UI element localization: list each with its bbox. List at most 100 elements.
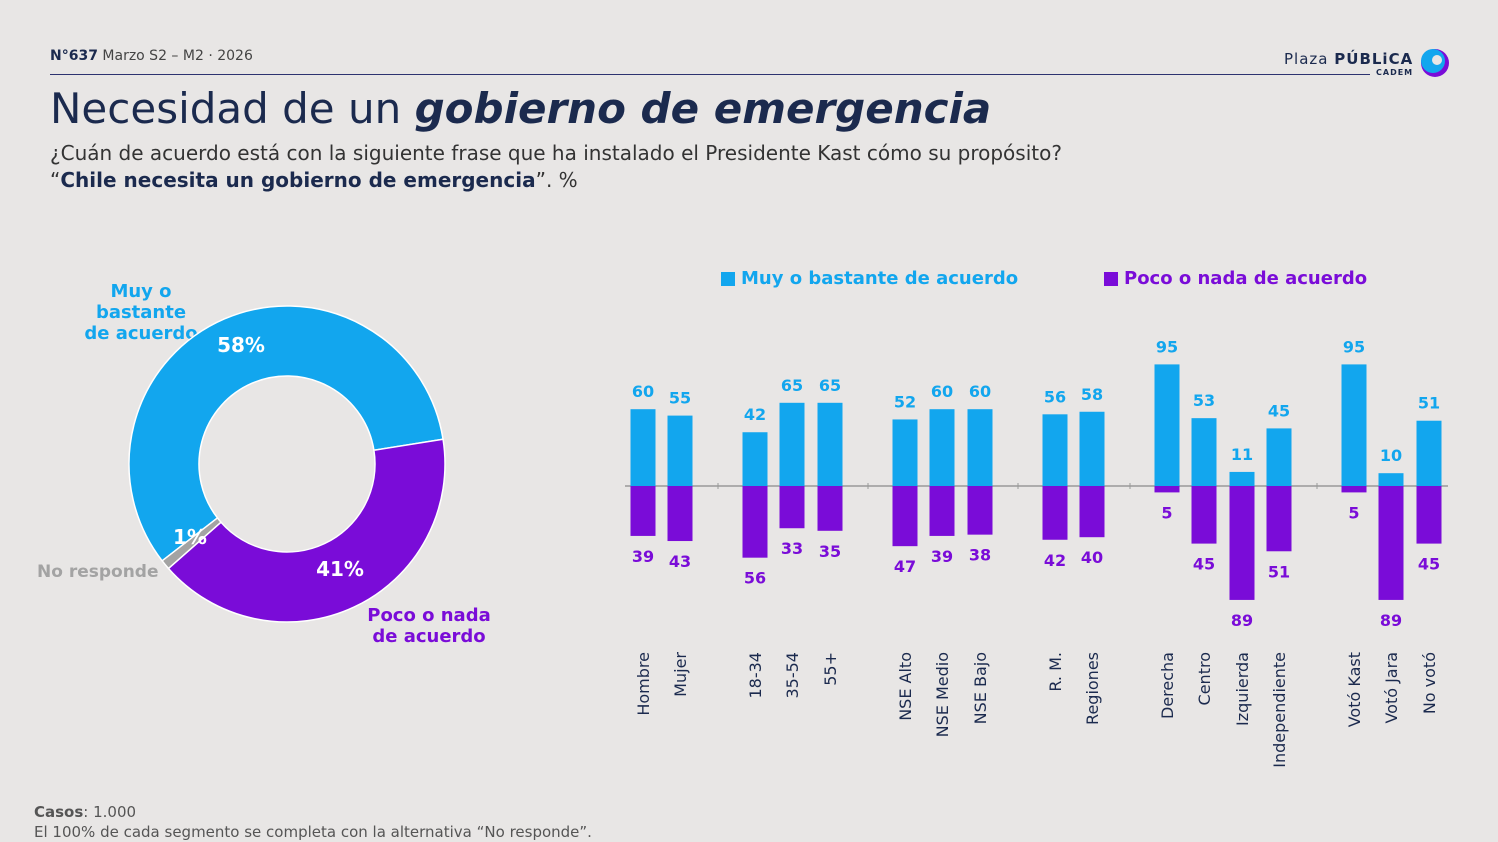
logo-sub: CADEM (1376, 68, 1414, 77)
bar-agree (1042, 414, 1068, 486)
donut-label-disagree: Poco o nada de acuerdo (362, 605, 496, 647)
value-label-disagree: 51 (1268, 562, 1290, 581)
bar-disagree (667, 486, 693, 542)
legend-swatch-disagree (1104, 271, 1118, 286)
value-label-agree: 51 (1418, 394, 1440, 413)
bar-disagree (1341, 486, 1367, 493)
category-label: 35-54 (783, 652, 802, 699)
value-label-disagree: 39 (931, 547, 953, 566)
bar-agree (742, 432, 768, 486)
value-label-disagree: 40 (1081, 548, 1103, 567)
value-label-agree: 10 (1380, 446, 1402, 465)
value-label-agree: 42 (744, 405, 766, 424)
bar-agree (1154, 364, 1180, 486)
value-label-disagree: 45 (1418, 555, 1440, 574)
category-label: 55+ (821, 652, 840, 686)
bar-disagree (1266, 486, 1292, 552)
category-label: R. M. (1046, 652, 1065, 692)
logo-icon (1421, 49, 1449, 77)
value-label-agree: 45 (1268, 401, 1290, 420)
legend-disagree: Poco o nada de acuerdo (1104, 268, 1367, 289)
bar-disagree (1042, 486, 1068, 540)
bar-agree (1416, 420, 1442, 486)
donut-chart: 58% 41% 1% (128, 305, 446, 623)
value-label-disagree: 39 (632, 547, 654, 566)
title-emphasis: gobierno de emergencia (414, 84, 992, 133)
footer-cases: Casos: 1.000 (34, 803, 136, 821)
value-label-disagree: 33 (781, 539, 803, 558)
value-label-disagree: 38 (969, 546, 991, 565)
value-label-agree: 52 (894, 392, 916, 411)
category-label: No votó (1420, 652, 1439, 714)
issue-period: Marzo S2 – M2 · 2026 (102, 48, 253, 64)
logo-bold: PÚBLiCA (1334, 50, 1414, 68)
value-label-disagree: 45 (1193, 555, 1215, 574)
bar-disagree (1191, 486, 1217, 544)
slice-label: 41% (316, 557, 364, 581)
bar-agree (1079, 411, 1105, 486)
value-label-agree: 11 (1231, 445, 1253, 464)
issue-number: N°637 (50, 48, 98, 64)
bar-disagree (817, 486, 843, 531)
donut-slice (128, 305, 444, 562)
bar-agree (1378, 473, 1404, 486)
bar-disagree (1229, 486, 1255, 600)
category-label: Centro (1195, 652, 1214, 705)
cases-value: : 1.000 (83, 803, 137, 821)
logo: Plaza PÚBLiCA (1284, 50, 1413, 68)
bar-agree (1229, 471, 1255, 486)
disagree-line2: de acuerdo (372, 626, 486, 647)
value-label-disagree: 35 (819, 542, 841, 561)
bar-disagree (1079, 486, 1105, 538)
value-label-agree: 95 (1156, 337, 1178, 356)
value-label-agree: 60 (632, 382, 654, 401)
bar-agree (1266, 428, 1292, 486)
bar-agree (929, 409, 955, 486)
bar-disagree (892, 486, 918, 547)
value-label-disagree: 89 (1380, 611, 1402, 630)
category-label: NSE Bajo (971, 652, 990, 724)
category-label: Mujer (671, 652, 690, 697)
page-title: Necesidad de un gobierno de emergencia (50, 84, 991, 133)
value-label-agree: 55 (669, 389, 691, 408)
category-label: Derecha (1158, 652, 1177, 719)
slice-label: 1% (173, 525, 207, 549)
category-label: NSE Medio (933, 652, 952, 737)
agree-line2: de acuerdo (84, 323, 198, 344)
title-plain: Necesidad de un (50, 84, 415, 133)
category-label: Independiente (1270, 652, 1289, 768)
value-label-disagree: 43 (669, 552, 691, 571)
bar-agree (967, 409, 993, 486)
bar-disagree (1154, 486, 1180, 493)
bar-disagree (1416, 486, 1442, 544)
bar-agree (1191, 418, 1217, 486)
value-label-agree: 65 (819, 376, 841, 395)
value-label-agree: 53 (1193, 391, 1215, 410)
bar-disagree (1378, 486, 1404, 600)
donut-slice (161, 516, 223, 570)
value-label-disagree: 42 (1044, 551, 1066, 570)
value-label-agree: 58 (1081, 385, 1103, 404)
category-label: Votó Kast (1345, 652, 1364, 727)
value-label-disagree: 5 (1348, 503, 1359, 522)
donut-label-agree: Muy o bastante de acuerdo (65, 281, 217, 344)
phrase-bold: Chile necesita un gobierno de emergencia (60, 168, 536, 192)
quote-close: ”. % (535, 168, 578, 192)
value-label-disagree: 5 (1161, 503, 1172, 522)
bar-agree (779, 402, 805, 486)
disagree-line1: Poco o nada (367, 605, 491, 626)
cases-label: Casos (34, 803, 84, 821)
category-label: Izquierda (1233, 652, 1252, 726)
bar-agree (1341, 364, 1367, 486)
issue-info: N°637 Marzo S2 – M2 · 2026 (50, 48, 253, 64)
category-label: Votó Jara (1382, 652, 1401, 724)
header-rule (50, 74, 1370, 75)
bar-disagree (742, 486, 768, 558)
bar-chart: 6039Hombre5543Mujer425618-34653335-54653… (625, 337, 1448, 768)
value-label-agree: 60 (931, 382, 953, 401)
question-text: ¿Cuán de acuerdo está con la siguiente f… (50, 141, 1062, 165)
slice-label: 58% (217, 333, 265, 357)
donut-slice (167, 438, 446, 623)
agree-line1: Muy o bastante (95, 281, 187, 323)
bar-agree (817, 402, 843, 486)
